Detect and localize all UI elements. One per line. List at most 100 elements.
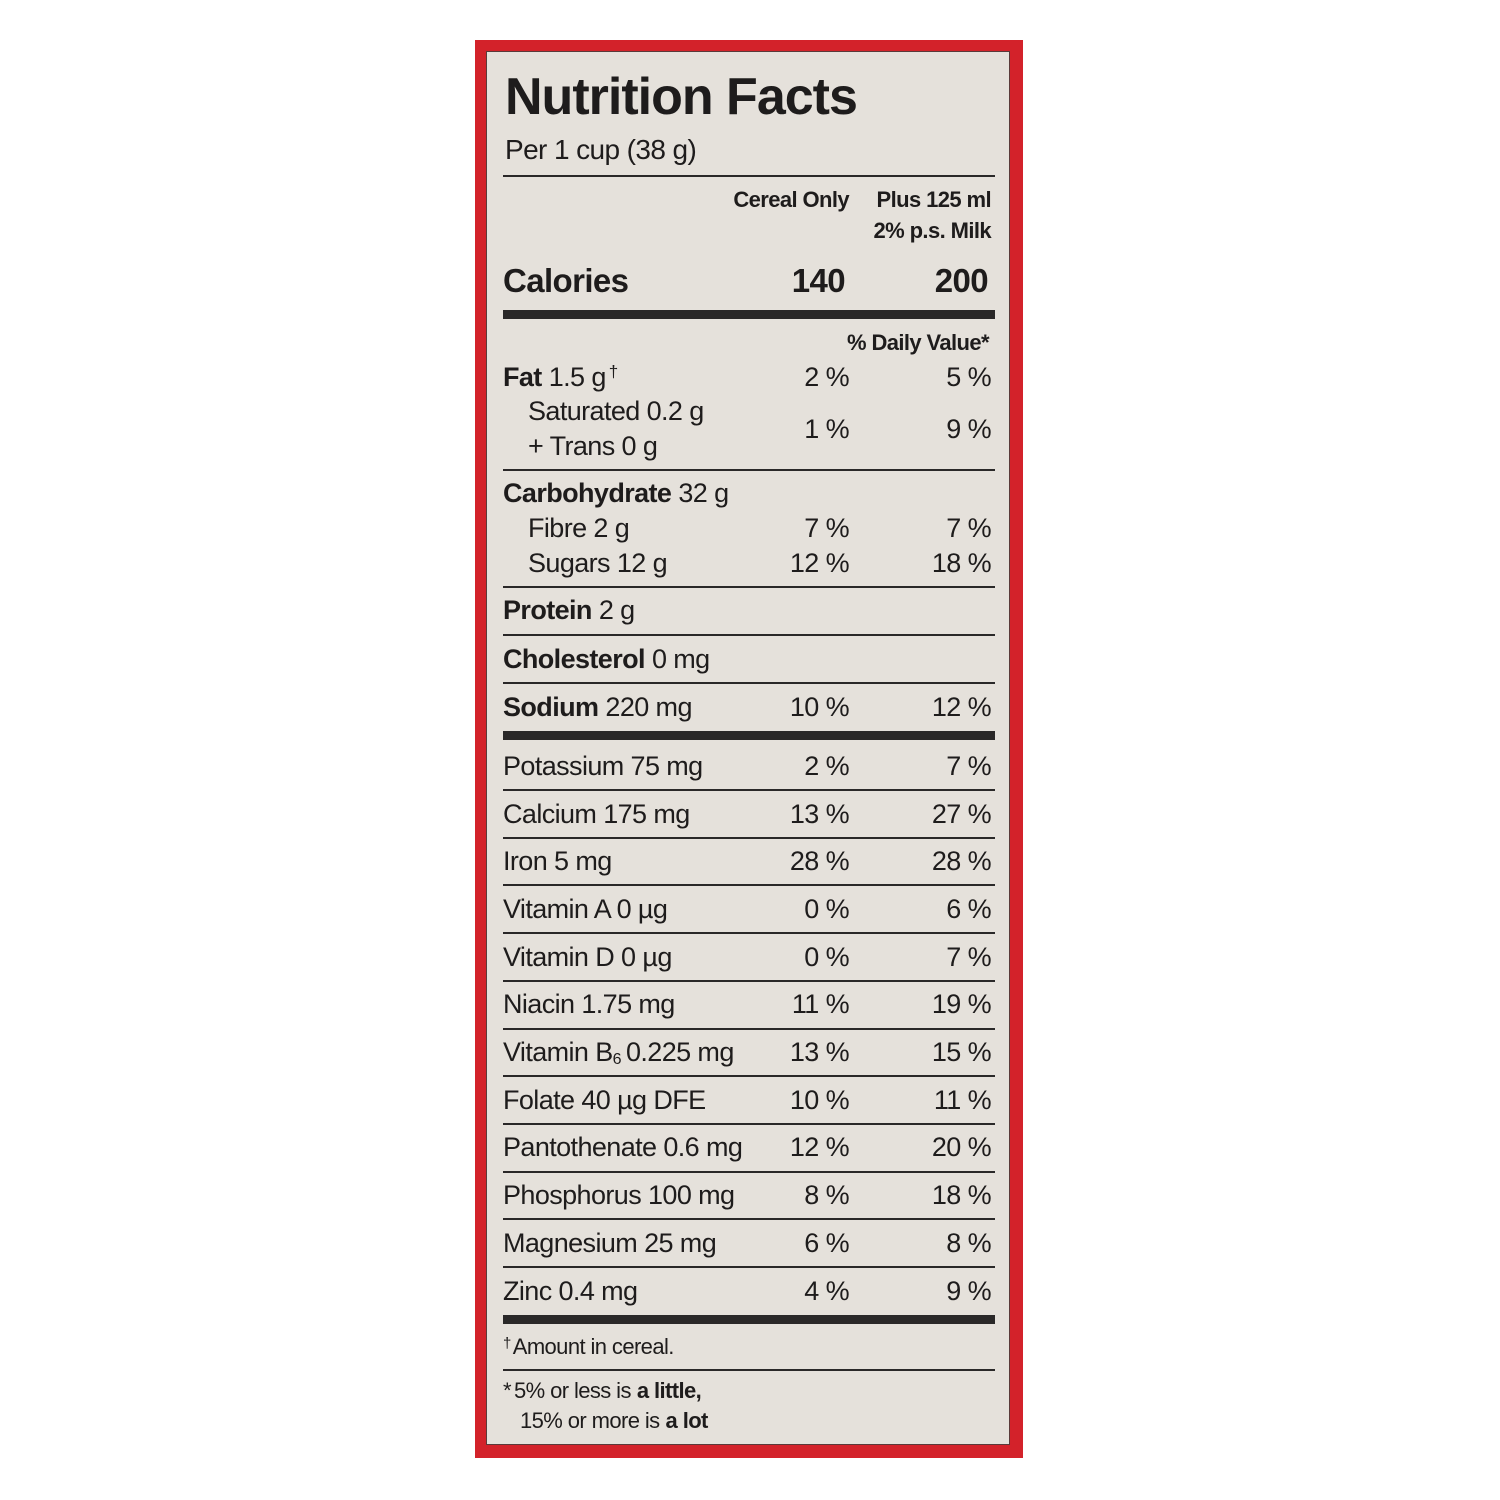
rule-line [503,1170,995,1173]
dv-cereal: 0 % [804,893,849,924]
dv-milk: 11 % [933,1084,992,1115]
dv-cereal: 13 % [789,1037,850,1067]
sub-nutrient: + Trans 0 g [528,430,658,461]
calories-cereal: 140 [791,262,846,300]
dv-milk: 18 % [931,1180,992,1211]
nutrient-label: Vitamin B6 0.225 mg [503,1036,734,1069]
footnote: * 5% or less is a little, [503,1377,702,1404]
dv-cereal: 4 % [804,1275,849,1306]
rule-line [503,884,995,887]
footnote: 15% or more is a lot [520,1408,708,1434]
rule-line [503,1369,995,1371]
nutrient-label: Zinc 0.4 mg [503,1275,638,1306]
nutrient-amount: 2 g [598,594,635,625]
nutrient-label: Pantothenate 0.6 mg [503,1132,743,1163]
dv-cereal: 6 % [804,1227,849,1258]
dv-cereal: 10 % [789,1084,850,1115]
nutrient-amount: 1.5 g [548,361,607,392]
rule-line [503,469,995,471]
dv-milk: 5 % [946,361,991,392]
label-panel [486,51,1010,1445]
nutrient-amount: 0 mg [651,643,710,674]
nutrient-name: Carbohydrate [503,477,672,508]
column-header: 2% p.s. Milk [873,217,991,243]
footnote-mark: † [503,1334,511,1352]
rule-line [503,634,995,636]
dv-cereal: 10 % [789,691,850,722]
sub-nutrient: Sugars 12 g [528,547,668,578]
footnote-mark: † [608,361,618,381]
nutrient-label: Cholesterol 0 mg [503,643,710,675]
nutrient-label: Potassium 75 mg [503,750,703,781]
footnote-text: 5% or less is [513,1377,632,1403]
dv-cereal: 7 % [804,512,849,543]
nutrient-name: Fat [503,361,542,392]
nutrient-label: Iron 5 mg [503,846,612,877]
footnote-bold: a little, [636,1377,702,1403]
sub-nutrient: Fibre 2 g [528,512,630,543]
footnote: †Amount in cereal. [503,1334,674,1360]
rule-line [503,1218,995,1221]
dv-milk: 19 % [931,989,992,1020]
dv-cereal: 12 % [789,1132,850,1163]
dv-milk: 28 % [931,846,992,877]
footnote-text: 15% or more is [520,1407,660,1433]
sub-nutrient: Saturated 0.2 g [528,395,704,426]
column-header: Cereal Only [733,186,849,212]
dv-milk: 8 % [946,1227,991,1258]
rule-line [503,682,995,684]
rule-line [503,1315,995,1324]
dv-milk: 9 % [946,413,991,444]
nutrient-label: Fat 1.5 g † [503,361,618,393]
rule-line [503,1027,995,1030]
nutrient-amount: 220 mg [605,691,692,722]
nutrient-name: Vitamin B [503,1037,613,1067]
rule-line [503,836,995,839]
dv-milk: 18 % [931,547,992,578]
dv-cereal: 2 % [804,361,849,392]
dv-milk: 7 % [946,941,991,972]
nutrient-label: Carbohydrate 32 g [503,477,729,509]
rule-line [503,731,995,740]
rule-line [503,1122,995,1125]
dv-milk: 12 % [931,691,992,722]
subscript: 6 [612,1051,622,1068]
dv-cereal: 0 % [804,941,849,972]
footnote-bold: a lot [665,1407,709,1433]
dv-milk: 7 % [946,512,991,543]
dv-cereal: 13 % [789,798,850,829]
nutrient-label: Calcium 175 mg [503,798,690,829]
dv-cereal: 8 % [804,1180,849,1211]
column-header: Plus 125 ml [876,186,992,212]
dv-milk: 27 % [931,798,992,829]
dv-milk: 15 % [931,1037,992,1067]
nutrient-label: Magnesium 25 mg [503,1227,717,1258]
dv-milk: 9 % [946,1275,991,1306]
nutrient-name: Cholesterol [503,643,646,674]
nutrient-name: Protein [503,594,592,625]
dv-cereal: 28 % [789,846,850,877]
dv-header: % Daily Value* [846,329,990,355]
nutrient-label: Niacin 1.75 mg [503,989,675,1020]
dv-milk: 20 % [931,1132,992,1163]
dv-cereal: 11 % [791,989,850,1020]
dv-milk: 6 % [946,893,991,924]
serving-size: Per 1 cup (38 g) [505,134,697,166]
footnote-text: Amount in cereal. [512,1333,675,1359]
calories-label: Calories [503,262,629,300]
nutrient-label: Vitamin A 0 µg [503,893,668,924]
footnote-mark: * [503,1377,512,1403]
rule-line [503,310,995,319]
dv-milk: 7 % [946,750,991,781]
calories-milk: 200 [934,262,989,300]
rule-line [503,1075,995,1078]
nutrient-label: Sodium 220 mg [503,691,692,723]
nutrient-name: Sodium [503,691,599,722]
nutrient-amount: 32 g [678,477,729,508]
rule-line [503,1266,995,1268]
dv-cereal: 1 % [804,413,849,444]
dv-cereal: 12 % [789,547,850,578]
rule-line [503,932,995,935]
rule-line [503,979,995,982]
